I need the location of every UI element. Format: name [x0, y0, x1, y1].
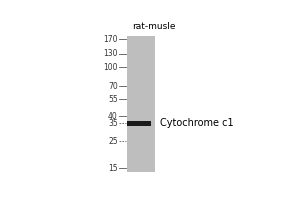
Text: 70: 70: [108, 82, 118, 91]
Text: 55: 55: [108, 95, 118, 104]
Text: rat-musle: rat-musle: [132, 22, 176, 31]
Text: 15: 15: [108, 164, 118, 173]
Text: 40: 40: [108, 112, 118, 121]
Text: 170: 170: [103, 35, 118, 44]
Text: 130: 130: [103, 49, 118, 58]
Bar: [127, 121, 152, 126]
Text: 35: 35: [108, 119, 118, 128]
Text: 25: 25: [108, 137, 118, 146]
Text: Cytochrome c1: Cytochrome c1: [160, 118, 233, 128]
Text: 100: 100: [103, 63, 118, 72]
Bar: [127, 36, 155, 172]
